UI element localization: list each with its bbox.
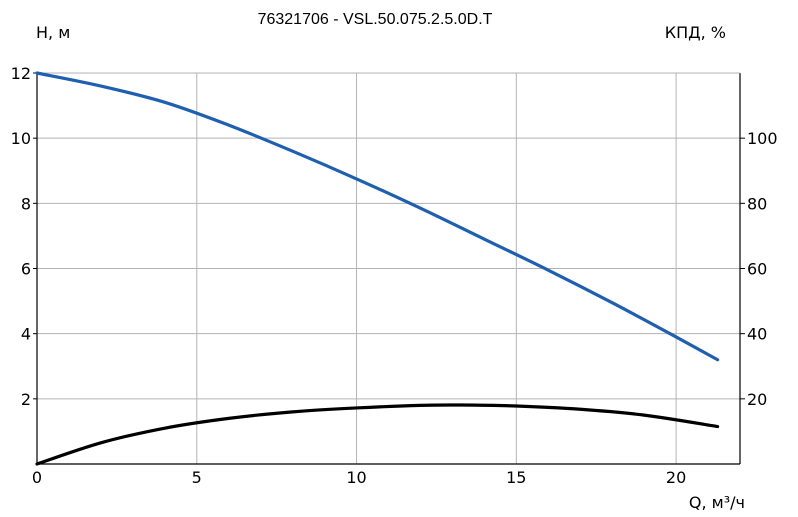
y2-axis-label: КПД, % <box>665 23 726 42</box>
y2-tick-label: 20 <box>747 390 767 409</box>
y-tick-label: 8 <box>21 194 31 213</box>
y-tick-label: 4 <box>21 325 31 344</box>
y-tick-label: 6 <box>21 260 31 279</box>
y2-tick-label: 100 <box>747 129 778 148</box>
x-axis-label: Q, м³/ч <box>689 493 745 512</box>
y2-tick-label: 40 <box>747 325 767 344</box>
x-tick-label: 0 <box>32 468 42 487</box>
y-tick-label: 2 <box>21 390 31 409</box>
efficiency-curve <box>35 403 720 466</box>
y2-tick-label: 80 <box>747 194 767 213</box>
y2-tick-label: 60 <box>747 260 767 279</box>
tick-labels: 0 5 10 15 20 2 4 6 8 10 12 20 40 60 80 100 <box>11 64 778 487</box>
series-group <box>35 71 720 466</box>
y-tick-label: 12 <box>11 64 31 83</box>
x-tick-label: 15 <box>506 468 526 487</box>
x-tick-label: 10 <box>346 468 366 487</box>
y-axis-label: H, м <box>36 23 70 42</box>
x-tick-label: 20 <box>666 468 686 487</box>
x-tick-label: 5 <box>192 468 202 487</box>
grid <box>37 73 740 464</box>
chart-title: 76321706 - VSL.50.075.2.5.0D.T <box>258 11 493 28</box>
y-tick-label: 10 <box>11 129 31 148</box>
head-curve <box>35 71 720 362</box>
